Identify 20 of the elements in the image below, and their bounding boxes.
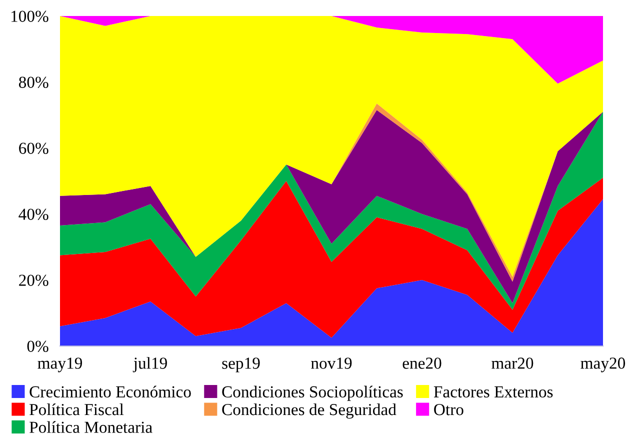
y-tick-label: 40% [18, 208, 48, 220]
x-tick-label: sep19 [222, 358, 260, 372]
y-tick-label: 100% [11, 10, 48, 22]
x-tick-label: may20 [580, 358, 626, 372]
y-tick-label: 80% [18, 76, 48, 88]
legend-label: Crecimiento Económico [30, 386, 191, 398]
x-tick-label: ene20 [402, 358, 442, 369]
y-tick-label: 20% [19, 274, 48, 286]
legend-label: Otro [434, 404, 464, 416]
legend-label: Factores Externos [434, 386, 553, 398]
x-tick-label: jul19 [132, 357, 167, 372]
x-tick-label: mar20 [492, 358, 534, 369]
x-tick-label: nov19 [311, 358, 352, 369]
legend-label: Condiciones de Seguridad [222, 403, 396, 419]
legend-label: Condiciones Sociopolíticas [222, 386, 403, 401]
y-tick-label: 60% [19, 142, 48, 154]
legend-label: Política Monetaria [30, 421, 152, 433]
y-tick-label: 0% [27, 340, 48, 352]
legend-label: Política Fiscal [30, 403, 124, 416]
x-tick-label: may19 [38, 358, 82, 372]
